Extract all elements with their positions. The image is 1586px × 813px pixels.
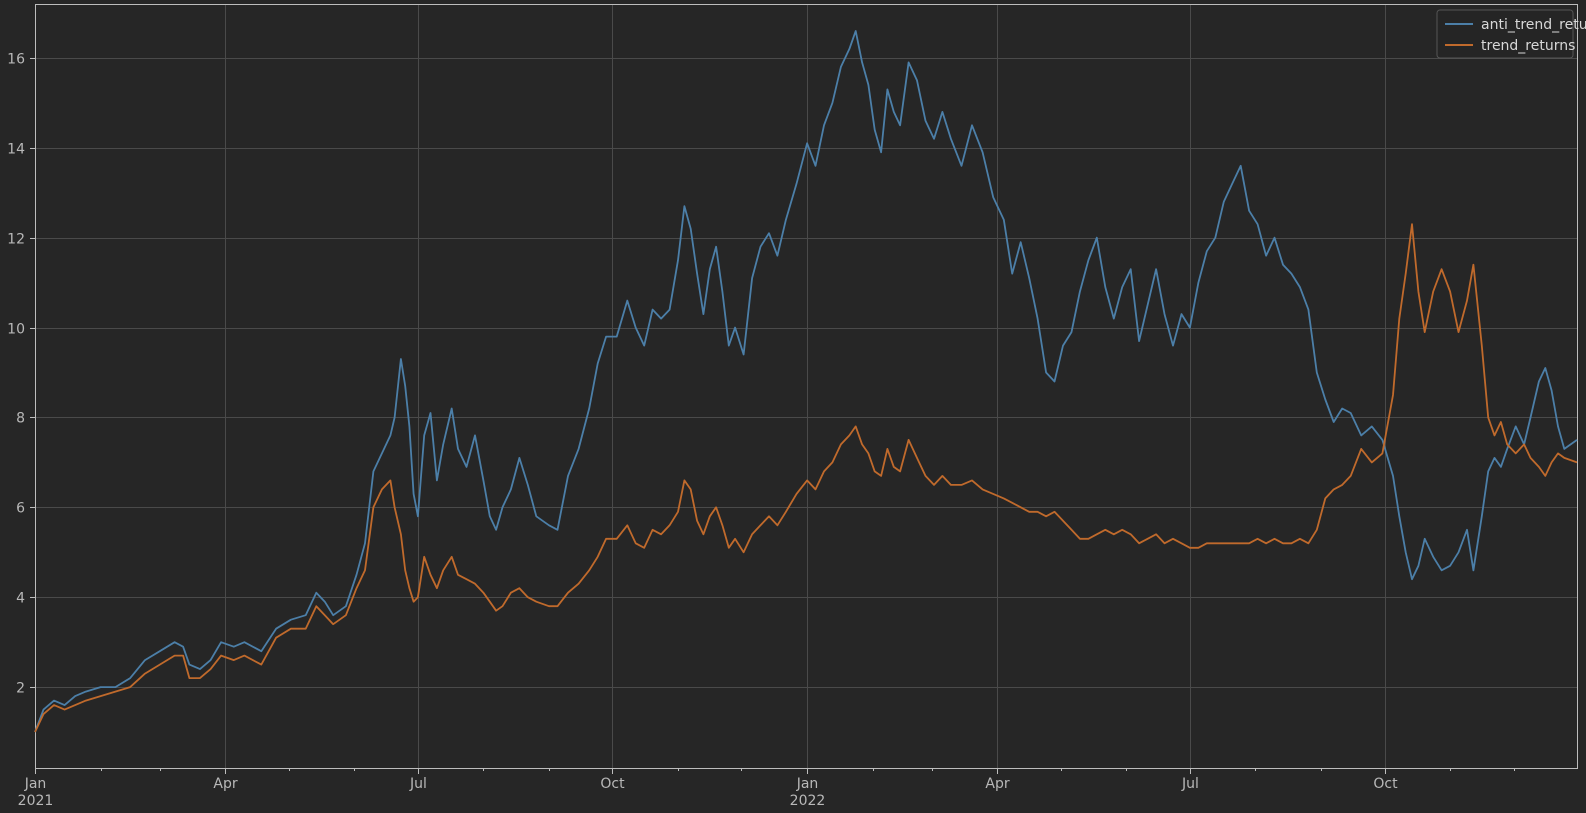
x-tick-label: Jul <box>409 776 427 792</box>
x-tick-label: Oct <box>1373 776 1398 792</box>
y-tick-label: 8 <box>16 411 25 427</box>
series-line-anti-trend-returns <box>34 30 1578 733</box>
y-tick-label: 14 <box>7 142 25 158</box>
x-tick-label: Jan <box>24 776 47 792</box>
series-layer <box>34 30 1578 733</box>
legend-label: trend_returns <box>1481 38 1575 54</box>
x-tick-year-label: 2022 <box>790 793 826 809</box>
y-tick-label: 6 <box>16 501 25 517</box>
grid <box>35 4 1577 768</box>
y-tick-label: 10 <box>7 322 25 338</box>
x-tick-year-label: 2021 <box>18 793 54 809</box>
plot-frame <box>35 4 1578 769</box>
series-line-trend-returns <box>34 223 1578 733</box>
x-tick-label: Oct <box>600 776 625 792</box>
legend-label: anti_trend_returns <box>1481 17 1586 33</box>
x-tick-label: Jul <box>1181 776 1199 792</box>
x-tick-label: Jan <box>796 776 819 792</box>
x-tick-label: Apr <box>985 776 1009 792</box>
y-tick-label: 16 <box>7 52 25 68</box>
y-tick-label: 2 <box>16 681 25 697</box>
y-tick-label: 12 <box>7 232 25 248</box>
y-tick-label: 4 <box>16 591 25 607</box>
legend: anti_trend_returns trend_returns <box>1436 9 1586 59</box>
x-tick-label: Apr <box>213 776 237 792</box>
